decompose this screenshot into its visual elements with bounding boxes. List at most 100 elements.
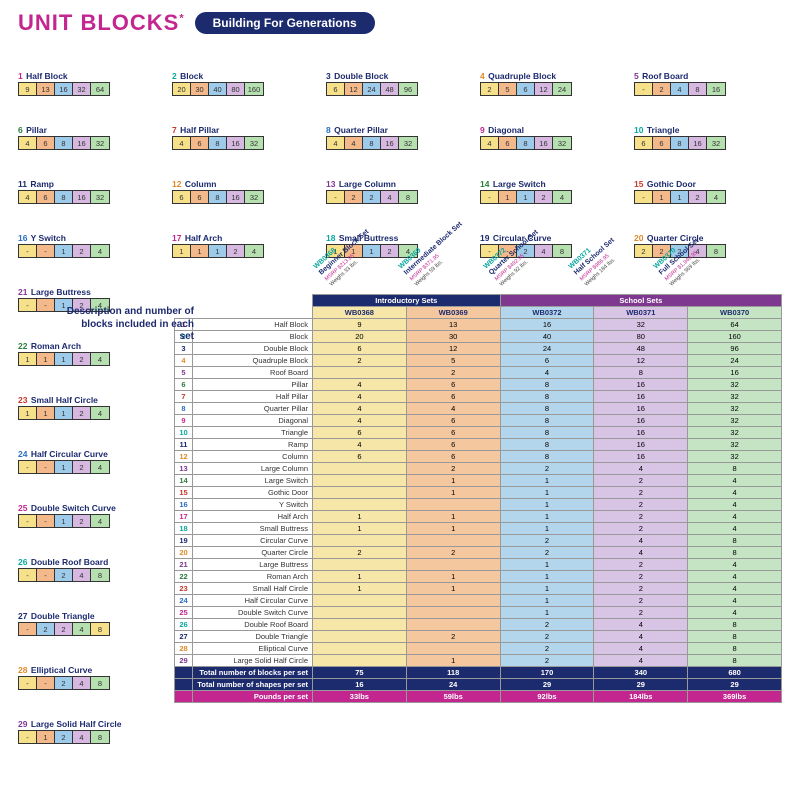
swatch-row: --124	[18, 514, 110, 528]
swatch-row: 11124	[18, 406, 110, 420]
table-row: 19Circular Curve248	[175, 535, 782, 547]
block-label: 27 Double Triangle	[18, 611, 168, 621]
swatch-row: -1124	[480, 190, 572, 204]
table-row: 17Half Arch11124	[175, 511, 782, 523]
set-table-wrap: Description and number of blocks include…	[174, 294, 782, 744]
block-label: 14 Large Switch	[480, 179, 628, 189]
header: UNIT BLOCKS* Building For Generations	[18, 10, 782, 36]
sku-header: WB0372	[500, 307, 594, 319]
table-row: 2Block20304080160	[175, 331, 782, 343]
table-row: 18Small Buttress11124	[175, 523, 782, 535]
block-label: 2 Block	[172, 71, 320, 81]
swatch-row: 4681632	[18, 136, 110, 150]
block-item: 1 Half Block 913163264	[18, 48, 166, 96]
block-label: 1 Half Block	[18, 71, 166, 81]
block-item: 26 Double Roof Board --248	[18, 534, 168, 582]
block-item: 29 Large Solid Half Circle -1248	[18, 696, 168, 744]
block-label: 17 Half Arch	[172, 233, 320, 243]
swatch-row: --124	[18, 244, 110, 258]
table-row: 7Half Pillar4681632	[175, 391, 782, 403]
table-row: 16Y Switch124	[175, 499, 782, 511]
block-item: 13 Large Column -2248	[326, 156, 474, 204]
block-item: 15 Gothic Door -1124	[634, 156, 782, 204]
block-label: 13 Large Column	[326, 179, 474, 189]
swatch-row: --248	[18, 568, 110, 582]
sku-header: WB0370	[688, 307, 782, 319]
block-label: 15 Gothic Door	[634, 179, 782, 189]
block-item: 8 Quarter Pillar 4481632	[326, 102, 474, 150]
block-item: 9 Diagonal 4681632	[480, 102, 628, 150]
table-row: 5Roof Board24816	[175, 367, 782, 379]
swatch-row: -2248	[326, 190, 418, 204]
block-item: 17 Half Arch 11124	[172, 210, 320, 258]
table-row: 11Ramp4681632	[175, 439, 782, 451]
swatch-row: 20304080160	[172, 82, 264, 96]
table-description: Description and number of blocks include…	[64, 306, 194, 344]
table-row: 9Diagonal4681632	[175, 415, 782, 427]
block-item: 24 Half Circular Curve --124	[18, 426, 168, 474]
block-label: 5 Roof Board	[634, 71, 782, 81]
block-item: 12 Column 6681632	[172, 156, 320, 204]
table-row: 29Large Solid Half Circle1248	[175, 655, 782, 667]
block-item: 5 Roof Board -24816	[634, 48, 782, 96]
sku-header: WB0369	[406, 307, 500, 319]
table-row: 6Pillar4681632	[175, 379, 782, 391]
table-row: 26Double Roof Board248	[175, 619, 782, 631]
diagonal-headers: WB0368Beginner Block Set MSRP $213.95Wei…	[326, 264, 751, 295]
block-item: 16 Y Switch --124	[18, 210, 166, 258]
swatch-row: -24816	[634, 82, 726, 96]
swatch-row: 11124	[18, 352, 110, 366]
block-label: 11 Ramp	[18, 179, 166, 189]
pounds-row: Pounds per set33lbs59lbs92lbs184lbs369lb…	[175, 691, 782, 703]
table-row: 8Quarter Pillar4481632	[175, 403, 782, 415]
page-title: UNIT BLOCKS*	[18, 10, 185, 36]
table-row: 15Gothic Door1124	[175, 487, 782, 499]
block-item: 11 Ramp 4681632	[18, 156, 166, 204]
swatch-row: 4481632	[326, 136, 418, 150]
table-row: 22Roman Arch11124	[175, 571, 782, 583]
table-row: 14Large Switch1124	[175, 475, 782, 487]
block-label: 10 Triangle	[634, 125, 782, 135]
swatch-row: -1124	[634, 190, 726, 204]
block-label: 21 Large Buttress	[18, 287, 168, 297]
block-label: 8 Quarter Pillar	[326, 125, 474, 135]
table-row: 4Quadruple Block2561224	[175, 355, 782, 367]
swatch-row: --248	[18, 676, 110, 690]
swatch-row: 11124	[172, 244, 264, 258]
swatch-row: -1248	[18, 730, 110, 744]
table-row: 21Large Buttress124	[175, 559, 782, 571]
school-header: School Sets	[500, 295, 781, 307]
sku-header: WB0368	[313, 307, 407, 319]
total-row: Total number of blocks per set7511817034…	[175, 667, 782, 679]
set-table: Introductory Sets School Sets WB0368WB036…	[174, 294, 782, 703]
swatch-row: 2561224	[480, 82, 572, 96]
table-row: 12Column6681632	[175, 451, 782, 463]
block-item: 10 Triangle 6681632	[634, 102, 782, 150]
block-item: 3 Double Block 612244896	[326, 48, 474, 96]
table-row: 10Triangle6681632	[175, 427, 782, 439]
block-label: 9 Diagonal	[480, 125, 628, 135]
block-label: 4 Quadruple Block	[480, 71, 628, 81]
block-label: 25 Double Switch Curve	[18, 503, 168, 513]
block-label: 6 Pillar	[18, 125, 166, 135]
swatch-row: 6681632	[172, 190, 264, 204]
swatch-row: 612244896	[326, 82, 418, 96]
block-label: 23 Small Half Circle	[18, 395, 168, 405]
block-label: 7 Half Pillar	[172, 125, 320, 135]
block-item: 27 Double Triangle -2248	[18, 588, 168, 636]
swatch-row: 4681632	[480, 136, 572, 150]
block-label: 26 Double Roof Board	[18, 557, 168, 567]
block-label: 16 Y Switch	[18, 233, 166, 243]
table-row: 24Half Circular Curve124	[175, 595, 782, 607]
block-item: 2 Block 20304080160	[172, 48, 320, 96]
block-item: 23 Small Half Circle 11124	[18, 372, 168, 420]
table-row: 3Double Block612244896	[175, 343, 782, 355]
table-row: 1Half Block913163264	[175, 319, 782, 331]
swatch-row: 913163264	[18, 82, 110, 96]
block-item: 4 Quadruple Block 2561224	[480, 48, 628, 96]
swatch-row: --124	[18, 460, 110, 474]
intro-header: Introductory Sets	[313, 295, 501, 307]
block-item: 21 Large Buttress --124	[18, 264, 168, 312]
table-row: 28Elliptical Curve248	[175, 643, 782, 655]
block-item: 6 Pillar 4681632	[18, 102, 166, 150]
